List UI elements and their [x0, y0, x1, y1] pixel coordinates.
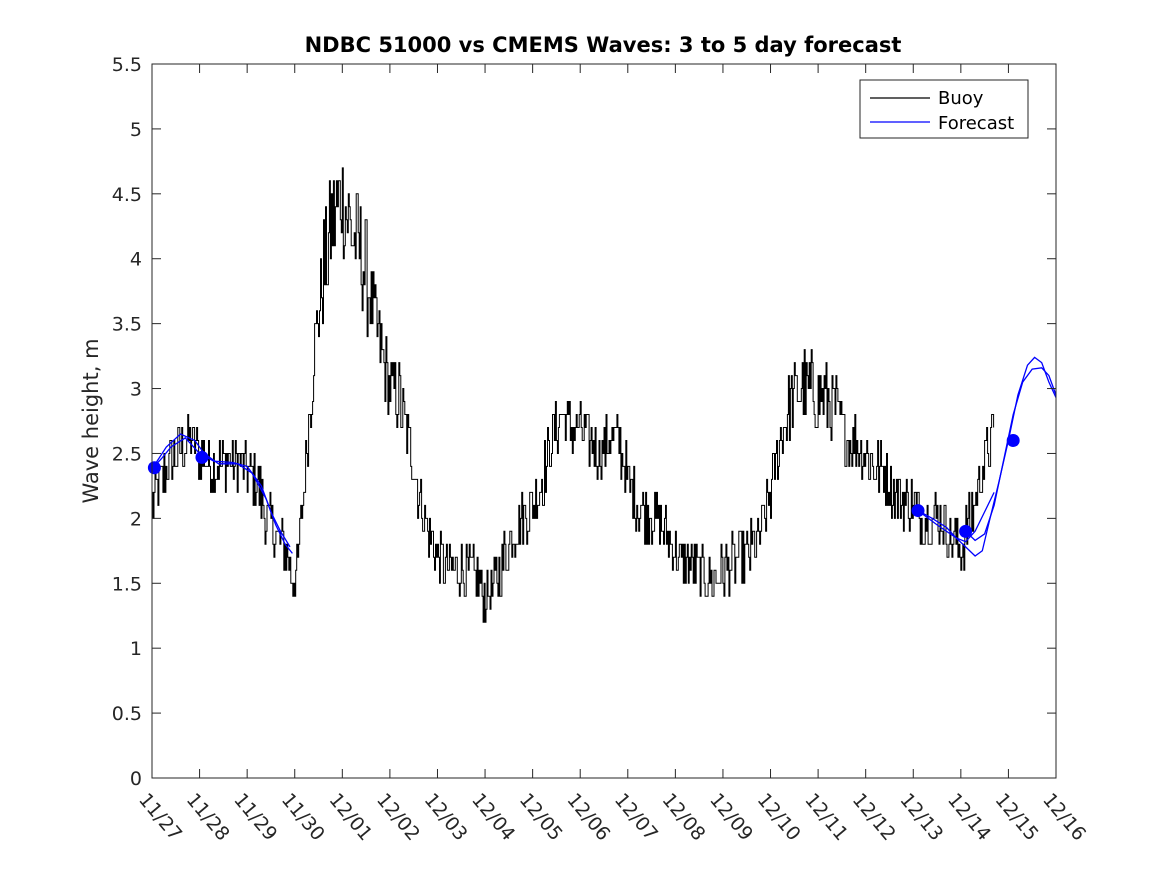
forecast-start-points: [147, 433, 1020, 538]
chart-title: NDBC 51000 vs CMEMS Waves: 3 to 5 day fo…: [305, 33, 902, 57]
y-axis: 0 0.5 1 1.5 2 2.5 3 3.5 4 4.5 5 5.5: [112, 54, 1056, 790]
legend-box: [859, 79, 1029, 139]
forecast-start-marker: [147, 461, 161, 475]
y-tick-label: 2.5: [112, 443, 142, 465]
legend-label-forecast: Forecast: [938, 113, 1014, 134]
forecast-line: [151, 437, 291, 548]
y-tick-label: 1: [130, 638, 142, 660]
forecast-line: [917, 356, 1057, 557]
buoy-series: [152, 167, 995, 623]
y-tick-label: 0: [130, 768, 142, 790]
y-tick-label: 3: [130, 379, 142, 401]
y-tick-label: 1.5: [112, 573, 142, 595]
forecast-line: [917, 492, 995, 543]
forecast-line: [151, 433, 293, 554]
forecast-start-marker: [1006, 433, 1020, 447]
y-tick-label: 4: [130, 249, 142, 271]
y-tick-label: 3.5: [112, 314, 142, 336]
forecast-series: [151, 356, 1057, 557]
y-tick-label: 5.5: [112, 54, 142, 76]
forecast-start-marker: [195, 450, 209, 464]
buoy-line: [152, 167, 995, 623]
y-tick-label: 0.5: [112, 703, 142, 725]
y-tick-label: 5: [130, 119, 142, 141]
axes-box: [151, 63, 1057, 779]
y-axis-label: Wave height, m: [79, 338, 103, 503]
legend-label-buoy: Buoy: [938, 88, 984, 109]
forecast-line: [965, 367, 1057, 542]
forecast-start-marker: [911, 504, 925, 518]
y-tick-label: 2: [130, 508, 142, 530]
legend: Buoy Forecast: [859, 79, 1029, 139]
forecast-start-marker: [959, 524, 973, 538]
plot-area: [147, 167, 1057, 623]
y-tick-label: 4.5: [112, 184, 142, 206]
